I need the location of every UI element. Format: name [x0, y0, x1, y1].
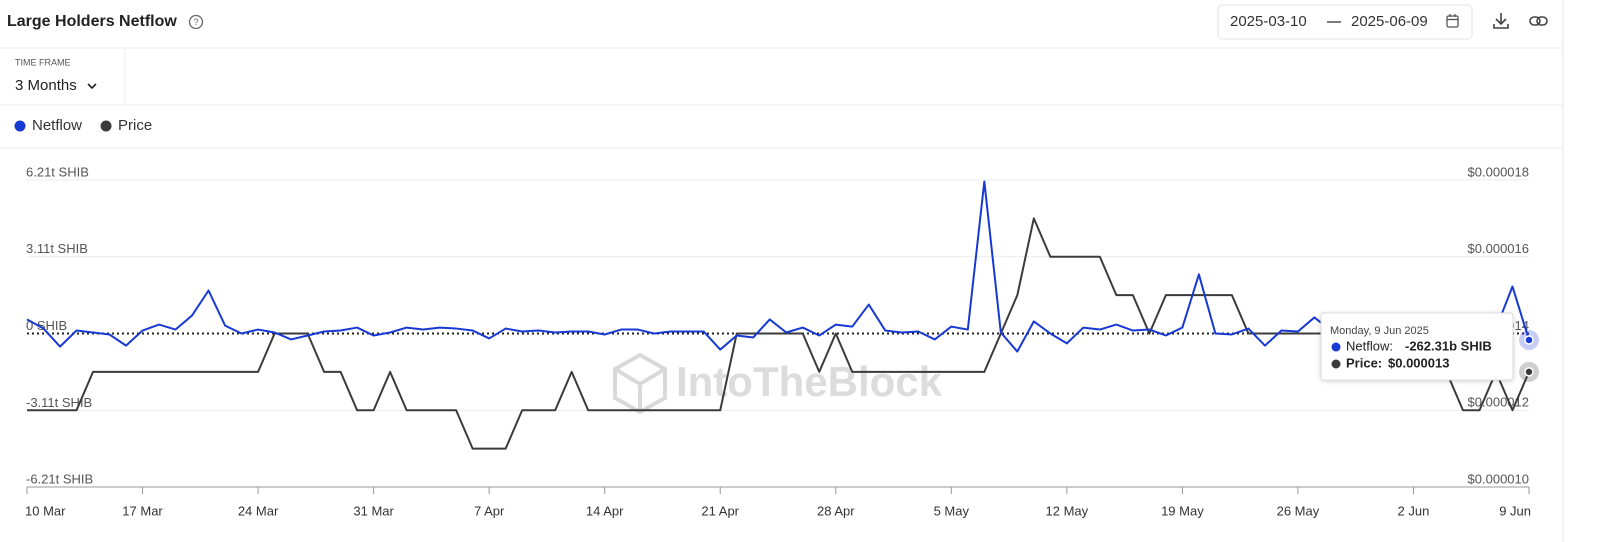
tooltip-date: Monday, 9 Jun 2025 — [1330, 325, 1429, 337]
y-tick-label: 0 SHIB — [26, 318, 67, 333]
tooltip: Monday, 9 Jun 2025 Netflow: -262.31b SHI… — [1320, 312, 1514, 381]
y2-tick-label: $0.000012 — [1468, 395, 1529, 410]
x-tick-label: 24 Mar — [238, 503, 279, 518]
y-tick-label: 3.11t SHIB — [26, 241, 88, 256]
help-icon[interactable]: ? — [188, 14, 204, 30]
calendar-icon[interactable] — [1446, 14, 1459, 28]
legend-marker — [14, 120, 26, 132]
tooltip-value: $0.000013 — [1388, 355, 1449, 370]
watermark-logo — [613, 352, 667, 415]
tooltip-box — [1320, 312, 1514, 381]
hover-point — [1524, 367, 1534, 377]
y2-tick-label: $0.000010 — [1468, 471, 1529, 486]
dropdown-chevron[interactable] — [87, 83, 97, 90]
date-start[interactable]: 2025-03-10 — [1230, 13, 1307, 30]
x-tick-label: 7 Apr — [474, 503, 505, 518]
link-icon[interactable] — [1529, 16, 1548, 26]
date-end[interactable]: 2025-06-09 — [1351, 13, 1428, 30]
legend-label[interactable]: Price — [118, 117, 152, 134]
date-range[interactable] — [1217, 4, 1473, 40]
legend: Netflow Price — [14, 117, 152, 134]
tooltip-marker — [1331, 359, 1341, 369]
time-frame-label: TIME FRAME — [15, 57, 71, 67]
x-tick-label: 28 Apr — [817, 503, 855, 518]
legend-label[interactable]: Netflow — [32, 117, 82, 134]
time-frame-value[interactable]: 3 Months — [15, 77, 77, 94]
y-tick-label: -6.21t SHIB — [26, 471, 93, 486]
x-tick-label: 26 May — [1277, 503, 1320, 518]
y-tick-label: -3.11t SHIB — [26, 395, 92, 410]
x-tick-label: 9 Jun — [1499, 503, 1531, 518]
x-tick-label: 17 Mar — [122, 503, 163, 518]
title: Large Holders Netflow — [7, 13, 177, 30]
x-tick-label: 2 Jun — [1398, 503, 1430, 518]
legend-marker — [100, 120, 112, 132]
svg-text:?: ? — [193, 17, 198, 27]
x-tick-label: 14 Apr — [586, 503, 624, 518]
hover-point — [1524, 335, 1534, 345]
tooltip-label: Netflow: — [1346, 338, 1393, 353]
x-tick-label: 31 Mar — [353, 503, 394, 518]
download-icon[interactable] — [1493, 13, 1509, 29]
x-tick-label: 19 May — [1161, 503, 1204, 518]
tooltip-value: -262.31b SHIB — [1405, 338, 1492, 353]
x-tick-label: 5 May — [934, 503, 970, 518]
line-series — [26, 180, 1530, 353]
y2-tick-label: $0.000018 — [1468, 164, 1529, 179]
tooltip-label: Price: — [1346, 355, 1382, 370]
x-tick-label: 12 May — [1046, 503, 1089, 518]
y-tick-label: 6.21t SHIB — [26, 164, 89, 179]
watermark: IntoTheBlock — [676, 358, 943, 405]
x-tick-label: 10 Mar — [25, 503, 66, 518]
chart: -6.21t SHIB -3.11t SHIB 0 SHIB 3.11t SHIB 6.… — [25, 164, 1539, 518]
x-tick-label: 21 Apr — [701, 503, 739, 518]
y2-tick-label: $0.000016 — [1468, 241, 1529, 256]
tooltip-marker — [1331, 342, 1341, 352]
